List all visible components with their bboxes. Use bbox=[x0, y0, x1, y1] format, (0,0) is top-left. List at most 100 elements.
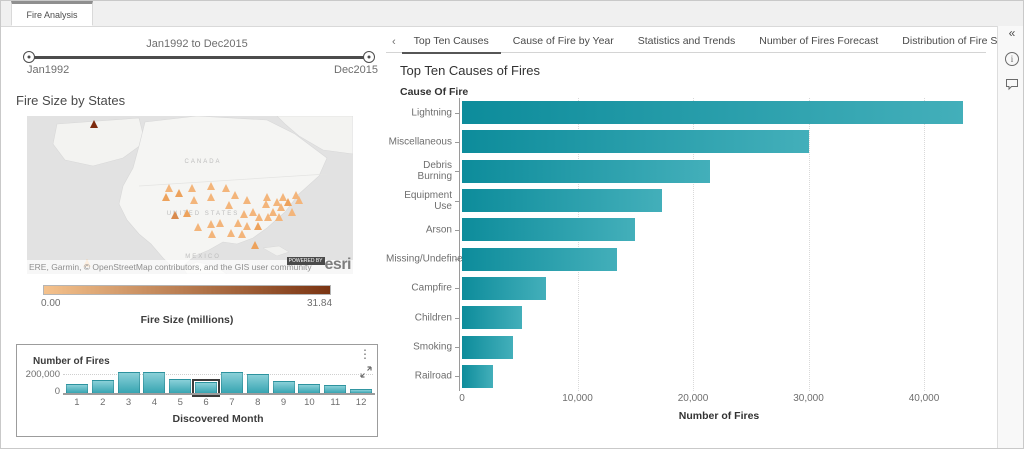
tab-top-ten-causes[interactable]: Top Ten Causes bbox=[401, 32, 501, 54]
fire-state-marker[interactable] bbox=[295, 196, 304, 204]
tab-cause-of-fire-by-year[interactable]: Cause of Fire by Year bbox=[512, 35, 614, 47]
fire-state-marker[interactable] bbox=[239, 210, 248, 219]
fire-state-marker[interactable] bbox=[216, 219, 225, 228]
tab-number-of-fires-forecast[interactable]: Number of Fires Forecast bbox=[759, 35, 879, 47]
month-tick-label: 2 bbox=[100, 397, 106, 408]
fire-state-marker[interactable] bbox=[187, 183, 196, 192]
fire-state-marker[interactable] bbox=[194, 223, 203, 232]
fire-state-marker[interactable] bbox=[221, 183, 230, 192]
chart-xlabel: Number of Fires bbox=[678, 410, 760, 422]
cause-bar-equipment-use[interactable] bbox=[462, 189, 662, 213]
time-slider-end-label: Dec2015 bbox=[334, 64, 379, 76]
fire-state-marker[interactable] bbox=[253, 222, 262, 231]
cause-bar-missing-undefine[interactable] bbox=[462, 247, 617, 271]
cause-category-label: Railroad bbox=[414, 370, 452, 382]
month-tick-label: 1 bbox=[74, 397, 80, 408]
fire-state-marker[interactable] bbox=[225, 201, 234, 210]
tabs-scroll-left-icon[interactable]: ‹ bbox=[392, 35, 396, 48]
fire-state-marker[interactable] bbox=[254, 213, 263, 222]
cause-bar-debris-burning[interactable] bbox=[462, 159, 710, 183]
cause-bar-children[interactable] bbox=[462, 306, 522, 330]
fire-state-marker[interactable] bbox=[277, 202, 286, 211]
fire-state-marker[interactable] bbox=[269, 208, 278, 216]
fire-state-marker[interactable] bbox=[263, 213, 272, 222]
kebab-menu-icon[interactable]: ⋮ bbox=[359, 347, 371, 361]
fire-state-marker[interactable] bbox=[183, 208, 192, 217]
yaxis-tick bbox=[455, 141, 459, 143]
xaxis-tick-label: 10,000 bbox=[562, 393, 593, 404]
collapse-panel-icon[interactable]: « bbox=[1008, 26, 1016, 40]
month-bar-3[interactable] bbox=[117, 372, 140, 394]
fire-state-marker[interactable] bbox=[248, 208, 257, 216]
fire-state-marker[interactable] bbox=[250, 241, 259, 250]
fire-state-marker[interactable] bbox=[207, 220, 216, 229]
fire-state-marker[interactable] bbox=[189, 196, 198, 204]
time-slider-end-handle[interactable] bbox=[363, 51, 375, 63]
fire-state-marker[interactable] bbox=[230, 190, 239, 199]
fire-state-marker[interactable] bbox=[242, 196, 251, 204]
tab-distribution-of-fire-size[interactable]: Distribution of Fire Size bbox=[902, 35, 1011, 47]
document-tabstrip bbox=[1, 1, 1023, 27]
cause-chart-plot: Lightning Miscellaneous Debris Burning Equi… bbox=[386, 98, 978, 391]
time-slider-track[interactable] bbox=[23, 51, 375, 63]
comment-icon[interactable] bbox=[1005, 78, 1019, 92]
expand-icon[interactable] bbox=[360, 365, 372, 383]
fire-state-marker[interactable] bbox=[207, 193, 216, 201]
cause-bar-arson[interactable] bbox=[462, 218, 635, 242]
month-bar-7[interactable] bbox=[220, 372, 243, 394]
xaxis-tick-label: 30,000 bbox=[793, 393, 824, 404]
fire-state-marker[interactable] bbox=[164, 183, 173, 192]
tab-fire-analysis[interactable]: Fire Analysis bbox=[11, 1, 93, 26]
month-bar-4[interactable] bbox=[143, 372, 166, 394]
yaxis-tick bbox=[455, 376, 459, 378]
fire-state-marker[interactable] bbox=[238, 229, 247, 238]
fire-state-marker[interactable] bbox=[174, 189, 183, 198]
fire-state-marker[interactable] bbox=[279, 193, 288, 201]
tab-fire-analysis-label: Fire Analysis bbox=[26, 9, 78, 20]
cause-bar-lightning[interactable] bbox=[462, 101, 963, 125]
fire-state-marker[interactable] bbox=[292, 190, 301, 199]
cause-bar-campfire[interactable] bbox=[462, 276, 546, 300]
fire-state-marker[interactable] bbox=[242, 222, 251, 231]
cause-category-label: Campfire bbox=[411, 282, 452, 294]
month-chart-axis-line bbox=[63, 393, 375, 395]
fire-size-map[interactable]: CANADA UNITED STATES MEXICO ERE, Garmin,… bbox=[27, 116, 353, 274]
fire-state-marker[interactable] bbox=[208, 229, 217, 238]
cause-bar-railroad[interactable] bbox=[462, 364, 493, 388]
info-icon[interactable]: i bbox=[1005, 52, 1019, 66]
cause-bar-miscellaneous[interactable] bbox=[462, 130, 809, 154]
fire-state-marker[interactable] bbox=[262, 193, 271, 201]
time-slider-start-handle[interactable] bbox=[23, 51, 35, 63]
cause-category-label: Lightning bbox=[411, 107, 452, 119]
month-ytick-0: 0 bbox=[54, 386, 60, 397]
fire-state-marker[interactable] bbox=[170, 211, 179, 220]
cause-bar-smoking[interactable] bbox=[462, 335, 513, 359]
month-bar-5[interactable] bbox=[169, 379, 192, 394]
cause-category-label: Children bbox=[414, 312, 452, 324]
fire-state-marker[interactable] bbox=[207, 181, 216, 190]
fire-state-marker[interactable] bbox=[288, 208, 297, 216]
time-range-title: Jan1992 to Dec2015 bbox=[146, 38, 248, 50]
month-bar-8[interactable] bbox=[246, 374, 269, 394]
fire-state-marker[interactable] bbox=[273, 198, 282, 207]
month-tick-label: 4 bbox=[151, 397, 158, 408]
cause-category-label: Debris Burning bbox=[417, 160, 452, 183]
month-tick-label: 12 bbox=[355, 397, 367, 408]
esri-wordmark: esri bbox=[324, 256, 352, 273]
yaxis-tick bbox=[455, 259, 459, 261]
fire-state-marker[interactable] bbox=[284, 198, 293, 207]
month-chart-ylabel: Number of Fires bbox=[33, 356, 110, 367]
right-panel: ‹ Top Ten Causes Cause of Fire by Year Sta… bbox=[386, 26, 1011, 448]
fire-state-marker[interactable] bbox=[161, 193, 170, 201]
month-tick-label: 5 bbox=[177, 397, 183, 408]
fire-state-marker[interactable] bbox=[233, 219, 242, 228]
map-label-united-states: UNITED STATES bbox=[166, 210, 240, 217]
fire-state-marker[interactable] bbox=[89, 120, 98, 128]
fire-state-marker[interactable] bbox=[261, 199, 270, 208]
month-bar-2[interactable] bbox=[91, 380, 114, 394]
fire-state-marker[interactable] bbox=[227, 229, 236, 238]
fire-state-marker[interactable] bbox=[274, 213, 283, 222]
tab-statistics-and-trends[interactable]: Statistics and Trends bbox=[637, 35, 736, 47]
month-tick-label: 9 bbox=[280, 397, 287, 408]
